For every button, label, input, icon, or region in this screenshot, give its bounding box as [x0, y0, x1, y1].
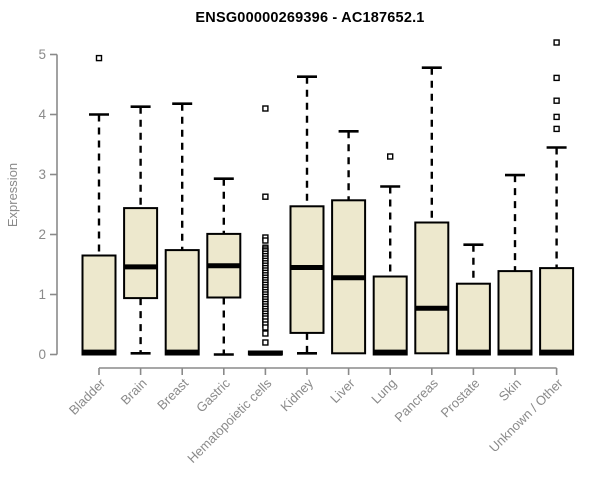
y-tick-label: 5 — [38, 47, 46, 62]
outlier-point — [553, 39, 560, 46]
outlier-point — [553, 74, 560, 82]
y-tick-label: 1 — [38, 287, 46, 302]
outlier-point — [95, 54, 103, 62]
y-tick-label: 0 — [38, 347, 46, 362]
x-category-label: Kidney — [277, 375, 316, 414]
box-rect — [164, 249, 200, 356]
y-tick-label: 2 — [38, 227, 46, 242]
box-rect — [123, 207, 159, 300]
box-rect — [414, 221, 450, 355]
outlier-point — [262, 193, 269, 200]
box-rect — [372, 275, 408, 356]
y-tick-label: 4 — [38, 107, 46, 122]
x-category-label: Liver — [327, 375, 358, 406]
outlier-point — [262, 330, 269, 337]
x-category-label: Prostate — [438, 376, 483, 421]
x-category-label: Bladder — [66, 375, 109, 418]
x-category-label: Breast — [154, 375, 191, 412]
x-category-label: Gastric — [193, 375, 233, 415]
x-category-label: Pancreas — [391, 375, 441, 425]
outlier-point — [387, 153, 394, 160]
outlier-point — [553, 113, 560, 121]
box-rect — [497, 270, 533, 356]
outlier-point — [553, 125, 560, 133]
x-category-label: Skin — [496, 376, 524, 404]
y-tick-label: 3 — [38, 167, 46, 182]
chart-title: ENSG00000269396 - AC187652.1 — [195, 10, 425, 26]
outlier-point — [262, 339, 269, 346]
x-category-label: Brain — [118, 376, 150, 408]
x-category-label: Lung — [368, 376, 399, 407]
box-rect — [81, 254, 117, 356]
outlier-point — [262, 237, 269, 244]
outlier-point — [262, 324, 269, 331]
outlier-point — [553, 97, 560, 104]
outlier-point — [262, 105, 269, 112]
box-rect — [455, 282, 491, 356]
x-category-label: Unknown / Other — [486, 375, 566, 455]
box-rect — [539, 267, 575, 356]
